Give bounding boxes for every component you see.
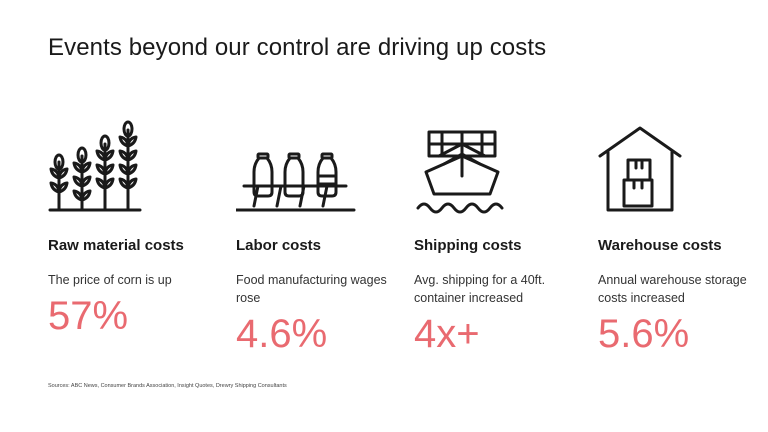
sources-footnote: Sources: ABC News, Consumer Brands Assoc… xyxy=(48,383,287,389)
page-title: Events beyond our control are driving up… xyxy=(48,34,547,61)
cost-description: Avg. shipping for a 40ft. container incr… xyxy=(414,273,546,305)
cost-label: Labor costs xyxy=(236,237,322,254)
warehouse-icon xyxy=(598,116,768,216)
cost-card-shipping: Shipping costs Avg. shipping for a 40ft.… xyxy=(414,116,584,354)
cost-card-raw-material: Raw material costs The price of corn is … xyxy=(48,116,218,336)
bottle-conveyor-icon xyxy=(236,116,406,216)
cargo-ship-icon xyxy=(414,116,584,216)
cost-description: The price of corn is up xyxy=(48,273,172,287)
cost-label: Raw material costs xyxy=(48,237,184,254)
cost-label: Shipping costs xyxy=(414,237,522,254)
cost-value: 57% xyxy=(48,294,129,338)
cost-value: 5.6% xyxy=(598,312,690,356)
cost-value: 4.6% xyxy=(236,312,328,356)
cost-card-warehouse: Warehouse costs Annual warehouse storage… xyxy=(598,116,768,354)
cost-value: 4x+ xyxy=(414,312,480,356)
cost-card-labor: Labor costs Food manufacturing wages ros… xyxy=(236,116,406,354)
wheat-icon xyxy=(48,116,218,216)
cost-label: Warehouse costs xyxy=(598,237,722,254)
cost-description: Annual warehouse storage costs increased xyxy=(598,273,747,305)
cost-description: Food manufacturing wages rose xyxy=(236,273,387,305)
